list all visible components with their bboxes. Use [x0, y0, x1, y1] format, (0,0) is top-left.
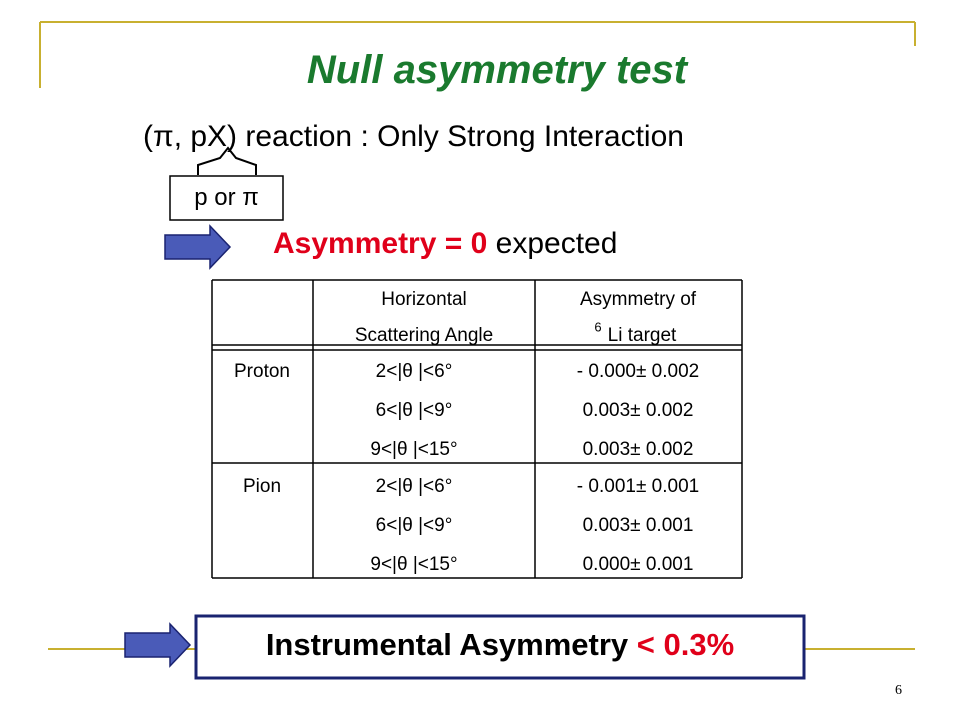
header-superscript: 6 [594, 319, 601, 334]
angle-cell: 9<|θ |<15° [370, 439, 457, 460]
asymmetry-cell: 0.000± 0.001 [583, 554, 694, 575]
header-cell: Asymmetry of [580, 289, 697, 310]
asymmetry-cell: - 0.000± 0.002 [577, 361, 699, 382]
header-cell: Li target [608, 325, 677, 346]
expectation: Asymmetry = 0 expected [273, 227, 617, 261]
angle-cell: 6<|θ |<9° [376, 515, 453, 536]
subtitle: (π, pX) reaction : Only Strong Interacti… [143, 120, 684, 153]
expectation-text: expected [495, 227, 618, 260]
header-cell: Horizontal [381, 289, 467, 310]
conclusion: Instrumental Asymmetry < 0.3% [196, 627, 804, 663]
page-number: 6 [895, 683, 902, 698]
expectation-emphasis: Asymmetry = 0 [273, 227, 488, 260]
angle-cell: 2<|θ |<6° [376, 476, 453, 497]
angle-cell: 9<|θ |<15° [370, 554, 457, 575]
title: Null asymmetry test [306, 48, 688, 92]
asymmetry-cell: 0.003± 0.001 [583, 515, 694, 536]
conclusion-emphasis: < 0.3% [636, 627, 735, 662]
angle-cell: 2<|θ |<6° [376, 361, 453, 382]
asymmetry-cell: 0.003± 0.002 [583, 400, 694, 421]
group-name: Proton [234, 361, 290, 382]
angle-cell: 6<|θ |<9° [376, 400, 453, 421]
asymmetry-cell: - 0.001± 0.001 [577, 476, 699, 497]
projectile-label: p or π [194, 184, 259, 211]
asymmetry-cell: 0.003± 0.002 [583, 439, 694, 460]
header-cell: Scattering Angle [355, 325, 493, 346]
group-name: Pion [243, 476, 281, 497]
conclusion-text: Instrumental Asymmetry [265, 627, 629, 662]
